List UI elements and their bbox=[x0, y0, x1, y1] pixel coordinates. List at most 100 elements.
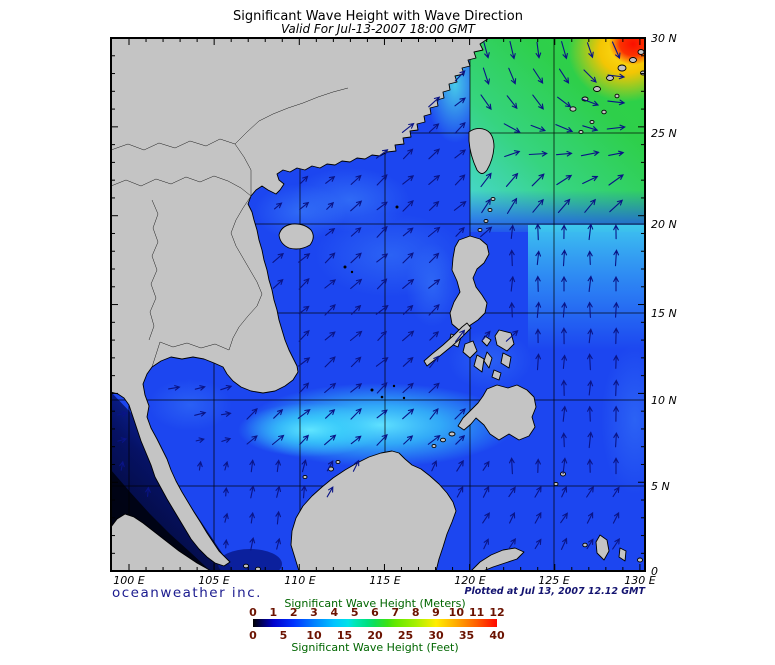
wave-direction-arrow bbox=[587, 223, 594, 241]
longitude-labels: 100 E 105 E 110 E 115 E 120 E 125 E 130 E bbox=[113, 574, 655, 587]
wave-direction-arrow bbox=[402, 252, 414, 264]
legend-meters-value: 3 bbox=[310, 606, 318, 619]
wave-direction-arrow bbox=[583, 69, 597, 83]
wave-direction-arrow bbox=[587, 431, 594, 449]
latitude-labels: 30 N 25 N 20 N 15 N 10 N 5 N 0 bbox=[651, 32, 677, 578]
wave-direction-arrow bbox=[582, 125, 599, 132]
wave-direction-arrow bbox=[197, 460, 203, 471]
wave-direction-arrow bbox=[454, 121, 466, 134]
wave-direction-arrow bbox=[297, 408, 311, 419]
wave-direction-arrow bbox=[428, 123, 440, 133]
legend-meters-title: Significant Wave Height (Meters) bbox=[284, 597, 465, 610]
legend-colorbar bbox=[253, 619, 497, 627]
wave-direction-arrow bbox=[428, 279, 441, 289]
wave-direction-arrow bbox=[376, 253, 389, 263]
wave-field-east-philippine bbox=[528, 225, 645, 350]
wave-direction-arrow bbox=[194, 410, 207, 417]
legend-feet-value: 25 bbox=[398, 629, 413, 642]
lon-label: 110 E bbox=[284, 574, 315, 587]
legend-meters-value: 11 bbox=[469, 606, 484, 619]
landmass-palawan bbox=[423, 322, 472, 367]
lat-label: 30 N bbox=[651, 32, 677, 45]
legend-feet-title: Significant Wave Height (Feet) bbox=[291, 641, 458, 654]
wave-direction-arrow bbox=[534, 511, 542, 524]
legend-meters-value: 7 bbox=[392, 606, 400, 619]
wave-direction-arrow bbox=[560, 512, 568, 524]
wave-direction-arrow bbox=[401, 122, 415, 133]
wave-field-gulf bbox=[148, 379, 232, 431]
wave-direction-arrow bbox=[455, 329, 466, 343]
wave-direction-arrow bbox=[402, 330, 415, 342]
wave-direction-arrow bbox=[454, 174, 466, 186]
landmass-negros bbox=[473, 354, 485, 373]
wave-direction-arrow bbox=[455, 434, 466, 445]
wave-direction-arrow bbox=[403, 435, 414, 445]
wave-direction-arrow bbox=[271, 434, 285, 446]
wave-direction-arrow bbox=[555, 150, 573, 157]
wave-direction-arrow bbox=[273, 408, 284, 419]
wave-direction-arrow bbox=[116, 411, 128, 417]
wave-direction-arrow bbox=[272, 278, 284, 289]
wave-direction-arrow bbox=[613, 354, 619, 369]
wave-direction-arrow bbox=[535, 250, 542, 266]
lat-label: 10 N bbox=[651, 394, 677, 407]
wave-direction-arrow bbox=[402, 356, 414, 367]
wave-direction-arrow bbox=[531, 173, 545, 187]
landmass-mindanao bbox=[457, 384, 537, 441]
axis-ticks bbox=[111, 37, 645, 571]
wave-direction-arrow bbox=[613, 224, 619, 240]
wave-direction-arrow bbox=[561, 41, 568, 60]
wave-direction-arrow bbox=[506, 95, 518, 110]
wave-direction-arrow bbox=[535, 328, 541, 344]
wave-direction-arrow bbox=[606, 124, 626, 131]
wave-direction-arrow bbox=[587, 250, 593, 266]
wave-direction-arrow bbox=[535, 275, 541, 292]
wave-direction-arrow bbox=[557, 96, 572, 108]
wave-direction-arrow bbox=[535, 223, 541, 241]
wave-direction-arrow bbox=[325, 175, 336, 184]
legend-meters-value: 2 bbox=[290, 606, 298, 619]
batanes-islands bbox=[477, 196, 496, 233]
wave-direction-arrow bbox=[299, 434, 310, 446]
legend-meters-value: 6 bbox=[371, 606, 379, 619]
wave-direction-arrow bbox=[324, 434, 337, 446]
wave-direction-arrow bbox=[429, 331, 440, 341]
wave-direction-arrow bbox=[528, 150, 548, 157]
landmass-bohol bbox=[491, 369, 502, 381]
wave-direction-arrow bbox=[402, 148, 414, 160]
wave-direction-arrow bbox=[298, 329, 310, 342]
wave-direction-arrow bbox=[299, 201, 310, 210]
wave-direction-arrow bbox=[509, 301, 515, 318]
wave-direction-arrow bbox=[613, 327, 619, 345]
wave-direction-arrow bbox=[509, 224, 516, 239]
landmass-luzon bbox=[449, 235, 490, 331]
wave-direction-arrow bbox=[427, 434, 441, 445]
wave-direction-arrow bbox=[325, 408, 336, 419]
wave-direction-arrow bbox=[273, 202, 283, 210]
plotted-timestamp: Plotted at Jul 13, 2007 12.12 GMT bbox=[465, 586, 647, 597]
wave-direction-arrow bbox=[194, 385, 206, 391]
lon-label: 125 E bbox=[538, 574, 569, 587]
wave-direction-arrow bbox=[613, 249, 620, 267]
wave-direction-arrow bbox=[587, 458, 593, 473]
wave-direction-arrow bbox=[612, 511, 620, 524]
reef-specks bbox=[343, 205, 406, 400]
wave-direction-arrow bbox=[350, 227, 362, 237]
wave-direction-arrow bbox=[221, 437, 232, 443]
wave-direction-arrow bbox=[402, 382, 414, 394]
wave-direction-arrow bbox=[587, 379, 594, 396]
oceanweather-branding: oceanweather inc. bbox=[112, 585, 262, 601]
wave-direction-arrow bbox=[481, 198, 491, 214]
wave-direction-arrow bbox=[168, 385, 181, 391]
wave-direction-arrow bbox=[298, 357, 311, 367]
wave-direction-arrow bbox=[249, 485, 256, 499]
landmass-samar bbox=[494, 329, 515, 352]
wave-direction-arrow bbox=[350, 252, 362, 264]
wave-direction-arrow bbox=[117, 437, 128, 443]
wave-direction-arrow bbox=[428, 174, 441, 185]
wave-direction-arrow bbox=[350, 356, 362, 368]
landmass-halmahera bbox=[595, 534, 610, 561]
wave-direction-arrow bbox=[607, 99, 626, 106]
